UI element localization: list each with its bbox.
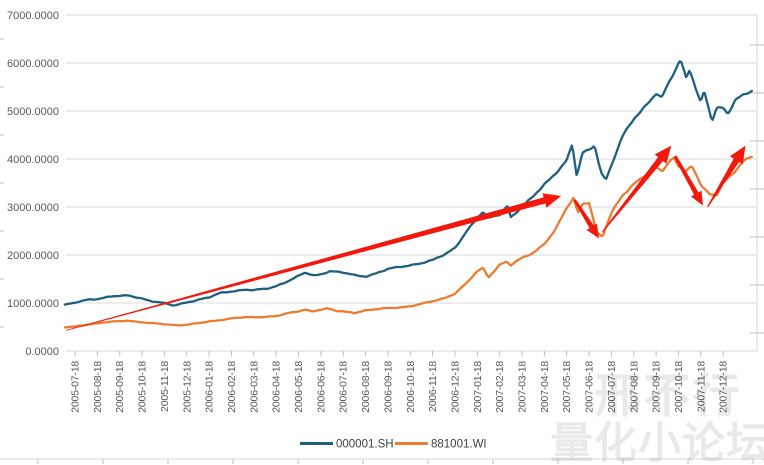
x-tick-label: 2007-11-18 bbox=[695, 361, 707, 412]
y-tick-label: 0.0000 bbox=[25, 346, 59, 358]
watermark-line2: 量化小论坛 bbox=[550, 420, 764, 465]
x-tick-label: 2006-10-18 bbox=[405, 361, 417, 413]
x-tick-label: 2006-09-18 bbox=[382, 361, 394, 413]
legend: 000001.SH 881001.WI bbox=[300, 439, 487, 451]
x-tick-label: 2006-08-18 bbox=[360, 361, 372, 413]
x-tick-label: 2007-09-18 bbox=[651, 361, 663, 413]
y-tick-label: 2000.0000 bbox=[7, 250, 59, 262]
x-tick-label: 2006-02-18 bbox=[226, 361, 238, 413]
x-tick-label: 2006-07-18 bbox=[338, 361, 350, 413]
trend-arrow bbox=[707, 145, 746, 208]
trend-arrows bbox=[66, 145, 746, 331]
x-tick-label: 2007-04-18 bbox=[539, 361, 551, 413]
x-tick-label: 2007-01-18 bbox=[472, 361, 484, 413]
x-tick-label: 2005-09-18 bbox=[114, 361, 126, 413]
y-tick-label: 6000.0000 bbox=[7, 58, 59, 70]
x-tick-label: 2005-07-18 bbox=[70, 361, 82, 413]
watermark-line1: 邢不行 bbox=[595, 369, 742, 422]
x-tick-label: 2005-12-18 bbox=[181, 361, 193, 413]
trend-arrow bbox=[66, 193, 562, 331]
x-tick-label: 2006-01-18 bbox=[204, 361, 216, 413]
x-tick-label: 2007-08-18 bbox=[628, 361, 640, 413]
x-tick-label: 2005-10-18 bbox=[137, 361, 149, 413]
x-tick-label: 2006-05-18 bbox=[293, 361, 305, 413]
trend-arrow bbox=[673, 155, 703, 206]
trend-arrow bbox=[573, 199, 600, 239]
chart-frame bbox=[0, 15, 764, 464]
legend-label-881001.WI: 881001.WI bbox=[431, 439, 487, 451]
x-tick-label: 2006-12-18 bbox=[449, 361, 461, 413]
x-tick-label: 2005-08-18 bbox=[92, 361, 104, 413]
x-tick-label: 2005-11-18 bbox=[159, 361, 171, 412]
x-tick-label: 2006-06-18 bbox=[315, 361, 327, 413]
x-tick-label: 2006-03-18 bbox=[248, 361, 260, 413]
gridlines bbox=[66, 14, 757, 352]
x-tick-label: 2007-03-18 bbox=[517, 361, 529, 413]
y-tick-label: 3000.0000 bbox=[7, 202, 59, 214]
x-tick-label: 2007-12-18 bbox=[718, 361, 730, 413]
x-tick-label: 2006-11-18 bbox=[427, 361, 439, 412]
y-tick-label: 1000.0000 bbox=[7, 298, 59, 310]
y-tick-label: 7000.0000 bbox=[7, 10, 59, 22]
series-lines bbox=[63, 60, 753, 329]
x-tick-label: 2007-02-18 bbox=[494, 361, 506, 413]
series-line-000001.SH bbox=[63, 60, 753, 307]
x-tick-label: 2006-04-18 bbox=[271, 361, 283, 413]
x-tick-label: 2007-06-18 bbox=[584, 361, 596, 413]
x-tick-label: 2007-10-18 bbox=[673, 361, 685, 413]
y-axis-labels: 0.0000 1000.0000 2000.0000 3000.0000 4000.00… bbox=[7, 10, 59, 358]
x-tick-label: 2007-07-18 bbox=[606, 361, 618, 413]
trend-arrow bbox=[602, 145, 672, 233]
x-tick-label: 2007-05-18 bbox=[561, 361, 573, 413]
x-axis-labels: 2005-07-18 2005-08-18 2005-09-18 2005-10-18… bbox=[70, 361, 730, 413]
series-line-881001.WI bbox=[63, 155, 753, 329]
legend-label-000001.SH: 000001.SH bbox=[336, 439, 394, 451]
y-tick-label: 4000.0000 bbox=[7, 154, 59, 166]
y-tick-label: 5000.0000 bbox=[7, 106, 59, 118]
